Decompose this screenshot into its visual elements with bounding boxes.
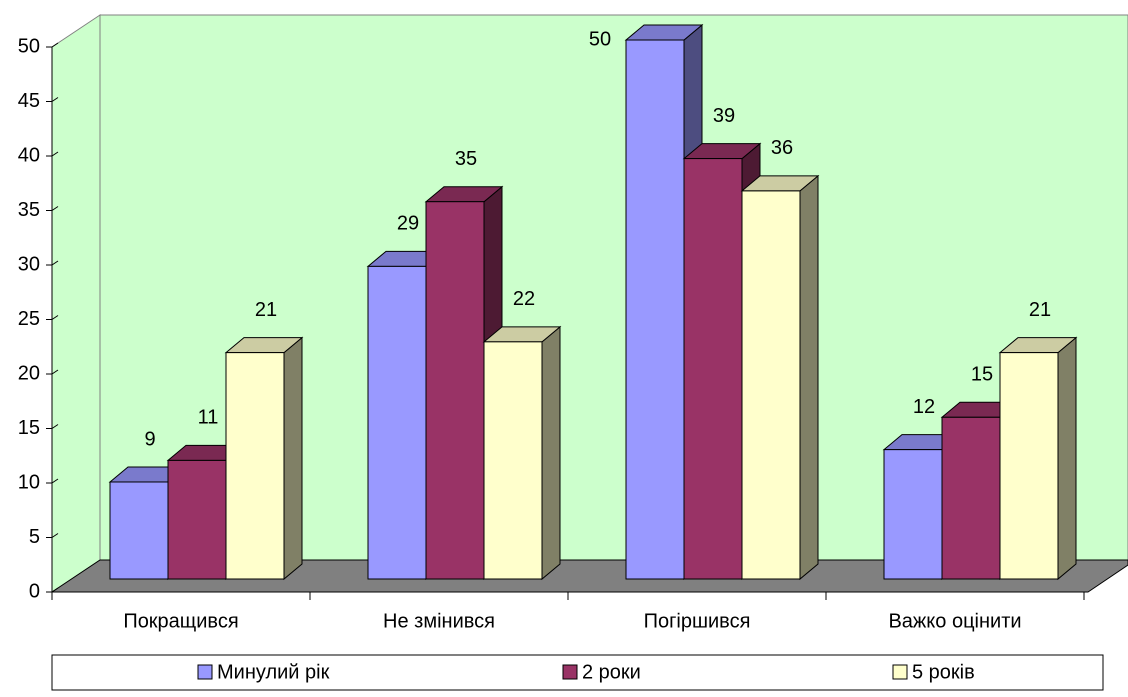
side-wall: [51, 14, 101, 593]
bar: [625, 39, 685, 580]
bar: [741, 190, 801, 580]
legend-swatch: [562, 664, 578, 680]
wall-edge: [51, 315, 59, 320]
y-tick-label: 40: [18, 144, 40, 166]
bar-side: [799, 174, 819, 581]
wall-edge: [51, 151, 59, 157]
bar: [425, 201, 485, 580]
wall-edge: [51, 369, 59, 375]
bar: [483, 341, 543, 580]
y-tick-label: 30: [18, 253, 40, 275]
x-tick-label: Важко оцінити: [888, 610, 1021, 632]
y-tick-label: 25: [18, 308, 40, 330]
data-label: 12: [913, 396, 935, 418]
bar: [941, 416, 1001, 580]
bar: [225, 352, 285, 580]
wall-edge: [51, 478, 59, 484]
data-label: 35: [455, 148, 477, 170]
data-label: 11: [198, 407, 219, 429]
y-tick-label: 5: [29, 526, 40, 548]
y-tick-label: 45: [18, 90, 40, 112]
x-tick-label: Погіршився: [644, 610, 751, 632]
bar: [683, 158, 743, 580]
y-tick-label: 0: [29, 580, 40, 602]
y-tick-label: 15: [18, 417, 40, 439]
data-label: 15: [971, 364, 993, 386]
data-label: 39: [713, 105, 735, 127]
data-label: 21: [255, 299, 277, 321]
y-tick-label: 50: [18, 35, 40, 57]
bar: [367, 265, 427, 580]
legend-swatch: [197, 664, 213, 680]
wall-edge: [51, 42, 59, 48]
x-tick-label: Не змінився: [383, 610, 495, 632]
data-label: 22: [513, 288, 535, 310]
bar-side: [541, 325, 561, 581]
legend-label: Минулий рік: [217, 661, 330, 683]
bar: [999, 352, 1059, 580]
y-tick-label: 10: [18, 471, 40, 493]
y-tick-label: 35: [18, 199, 40, 221]
data-label: 21: [1029, 299, 1051, 321]
bar: [883, 449, 943, 580]
legend-swatch: [892, 664, 908, 680]
bar-side: [283, 336, 303, 581]
wall-edge: [51, 587, 59, 593]
legend-label: 2 роки: [582, 661, 641, 683]
bar: [109, 481, 169, 580]
wall-edge: [51, 424, 59, 429]
y-tick-label: 20: [18, 362, 40, 384]
data-label: 36: [771, 137, 793, 159]
data-label: 9: [144, 428, 155, 450]
wall-edge: [51, 533, 59, 538]
data-label: 29: [397, 213, 419, 235]
x-tick-label: Покращився: [123, 610, 238, 632]
wall-edge: [51, 260, 59, 266]
wall-edge: [51, 206, 59, 211]
bar-side: [1057, 336, 1077, 581]
bar: [167, 459, 227, 580]
data-label: 50: [589, 28, 611, 50]
wall-edge: [51, 97, 59, 102]
legend-label: 5 років: [912, 661, 975, 683]
